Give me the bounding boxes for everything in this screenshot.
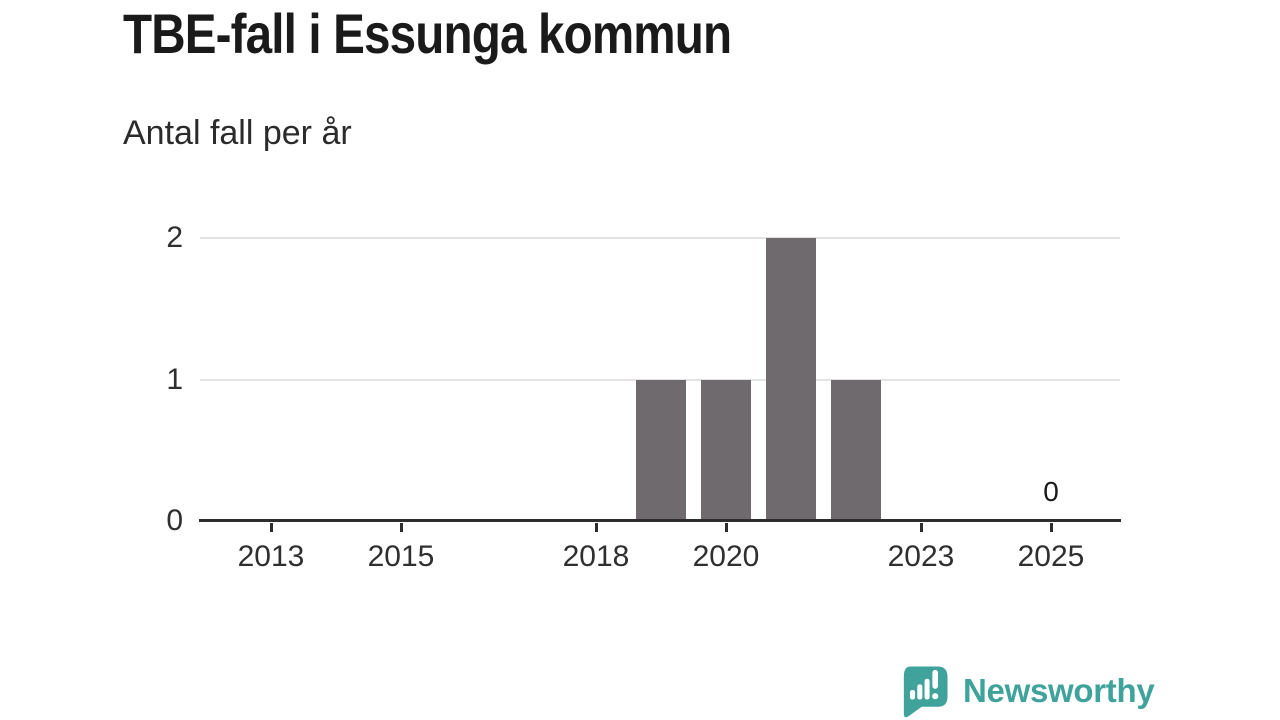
x-axis-tick [399,523,403,532]
value-label: 0 [1043,476,1059,507]
bar-2020 [701,379,751,521]
x-axis-tick-label: 2018 [562,540,630,573]
bar-2022 [831,379,881,521]
chart-title: TBE-fall i Essunga kommun [123,2,732,65]
x-axis-tick [1049,523,1053,532]
x-axis-tick-label: 2020 [692,540,760,573]
newsworthy-logo-icon [903,666,948,718]
x-axis-tick-label: 2023 [887,540,955,573]
x-axis-tick-label: 2025 [1017,540,1085,573]
newsworthy-logo-text: Newsworthy [963,671,1155,709]
x-axis-tick [594,523,598,532]
newsworthy-branding: Newsworthy [896,662,1155,718]
x-axis-tick [919,523,923,532]
y-axis-tick-label: 2 [166,221,183,254]
chart-subtitle: Antal fall per år [123,114,352,152]
y-axis-tick-label: 1 [166,362,183,396]
x-axis-tick [724,523,728,532]
y-axis-tick-label: 0 [166,504,183,537]
x-axis-tick-label: 2013 [237,540,305,573]
x-axis-tick [269,523,273,532]
gridline [200,237,1120,239]
x-axis-tick-label: 2015 [367,540,435,573]
bar-2021 [766,238,816,521]
bar-2019 [636,379,686,521]
x-axis-line [199,519,1121,522]
